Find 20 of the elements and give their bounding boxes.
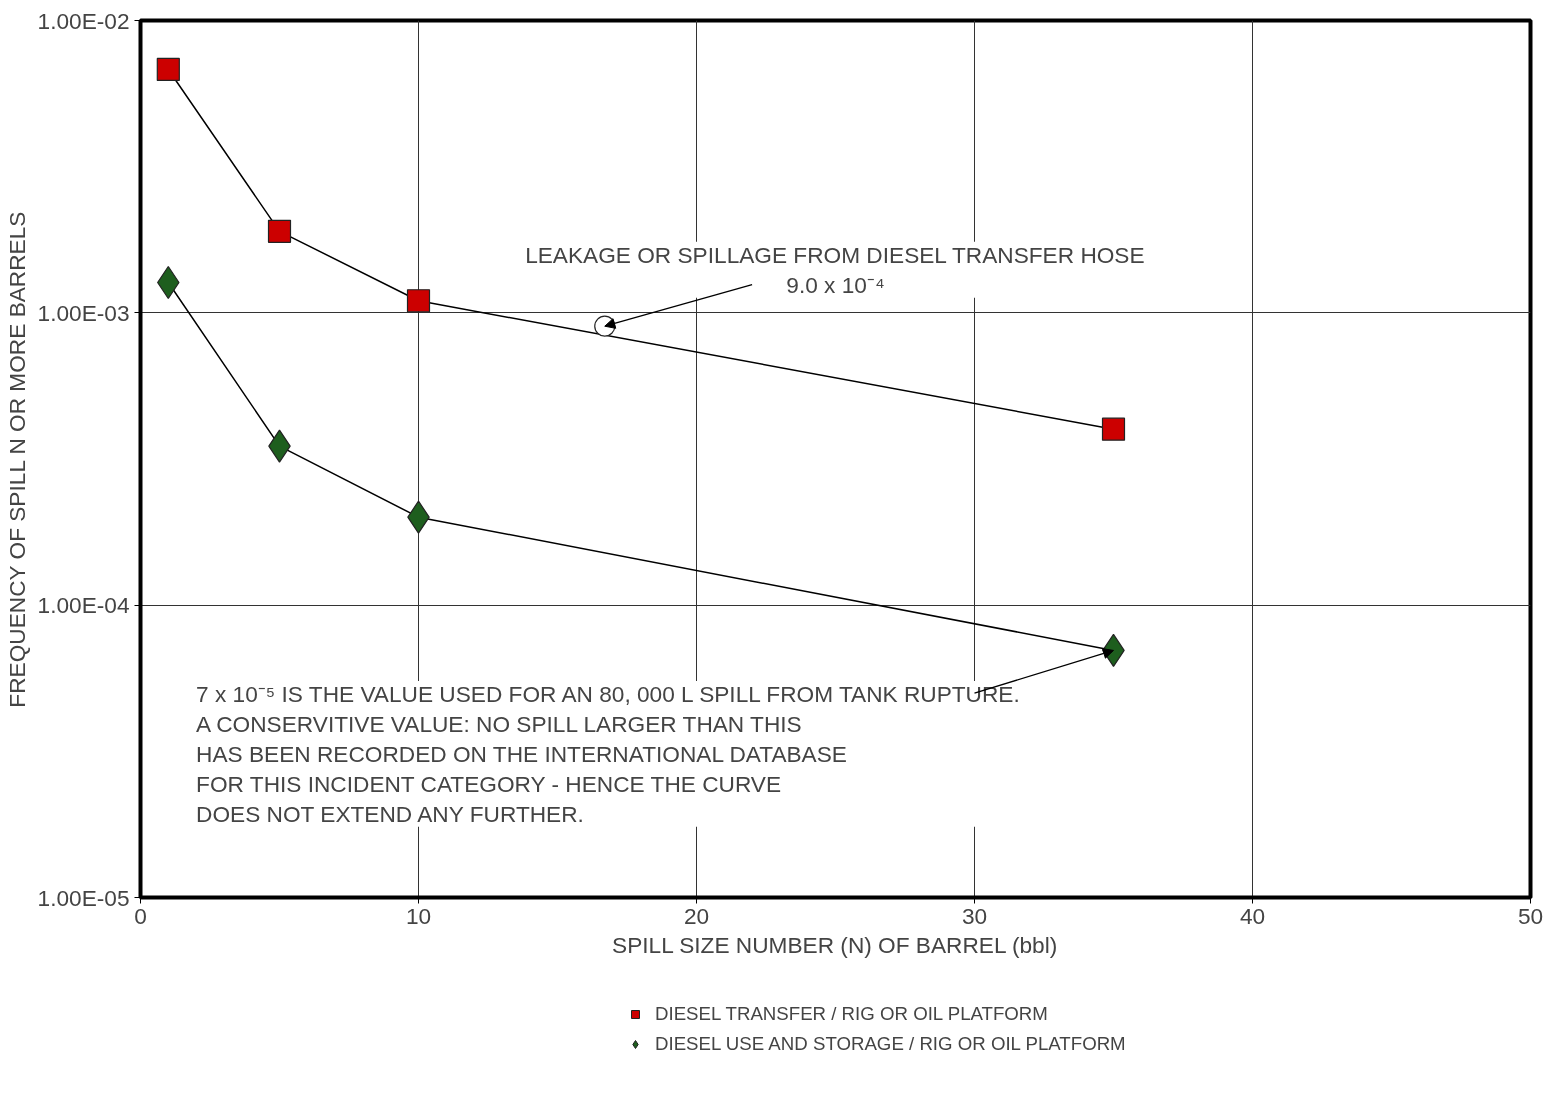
y-tick-label: 1.00E-03 [37, 299, 130, 326]
y-tick-label: 1.00E-02 [37, 7, 130, 34]
legend-label: DIESEL TRANSFER / RIG OR OIL PLATFORM [655, 1003, 1048, 1025]
y-tick-label: 1.00E-05 [37, 884, 130, 911]
point [406, 289, 431, 313]
x-tick-label: 40 [1239, 902, 1266, 929]
point [267, 219, 292, 243]
annotation: 7 x 10⁻⁵ IS THE VALUE USED FOR AN 80, 000 L SPILL FROM TANK RUPTURE. A CONSERVITIVE VALUE: NO SPILL LARGER THAN THIS HAS BEEN RECORDED ON THE INTERNATIONAL DATABASE FOR THIS INCIDENT CATEGORY - HENCE THE CURVE DOES NOT EXTEND ANY FURTHER. [196, 681, 1020, 827]
x-tick-label: 50 [1517, 902, 1544, 929]
x-tick-label: 0 [134, 902, 147, 929]
x-axis-title: SPILL SIZE NUMBER (N) OF BARREL (bbl) [612, 931, 1058, 958]
legend-label: DIESEL USE AND STORAGE / RIG OR OIL PLATFORM [655, 1033, 1126, 1055]
x-tick-label: 30 [961, 902, 988, 929]
y-tick-label: 1.00E-04 [37, 592, 130, 619]
point [1101, 417, 1126, 441]
x-tick-label: 20 [683, 902, 710, 929]
annotation: LEAKAGE OR SPILLAGE FROM DIESEL TRANSFER HOSE 9.0 x 10⁻⁴ [525, 241, 1145, 298]
point [156, 57, 180, 82]
x-tick-label: 10 [405, 902, 432, 929]
y-axis-title: FREQUENCY OF SPILL N OR MORE BARRELS [3, 211, 30, 708]
